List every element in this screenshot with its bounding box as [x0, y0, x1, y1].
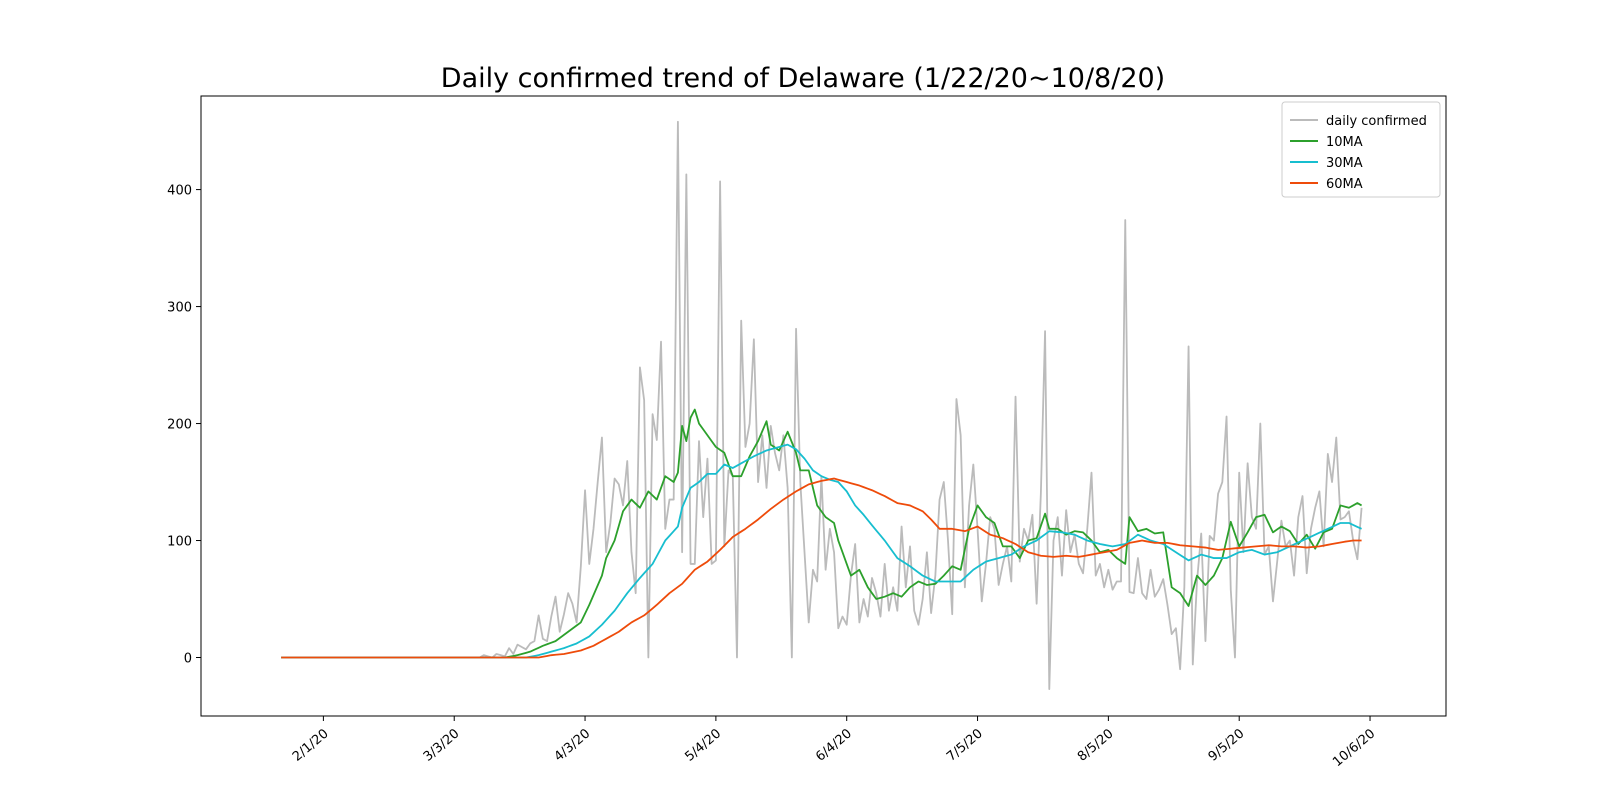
series-line-daily-confirmed: [281, 120, 1363, 690]
legend-box: [1281, 101, 1441, 198]
legend-label: 30MA: [1326, 156, 1363, 171]
x-tick-label: 9/5/20: [1206, 726, 1248, 764]
x-tick-label: 5/4/20: [682, 726, 724, 764]
x-axis: 2/1/20 3/3/20 4/3/20 5/4/20 6/4/20 7/5/20 8/5/…: [290, 716, 1378, 770]
y-tick-label: 400: [167, 184, 192, 199]
plot-frame: [200, 95, 1447, 717]
y-tick-label: 100: [167, 535, 192, 550]
x-tick-label: 4/3/20: [552, 726, 594, 764]
legend-label: 10MA: [1326, 135, 1363, 150]
y-axis: 0 100 200 300 400: [167, 184, 201, 667]
y-tick-label: 300: [167, 301, 192, 316]
x-tick-label: 2/1/20: [290, 726, 332, 764]
x-tick-label: 3/3/20: [421, 726, 463, 764]
y-tick-label: 200: [167, 418, 192, 433]
legend-label: daily confirmed: [1326, 114, 1427, 129]
x-tick-label: 8/5/20: [1075, 726, 1117, 764]
x-tick-label: 6/4/20: [813, 726, 855, 764]
series-group: [281, 120, 1363, 690]
y-tick-label: 0: [184, 652, 192, 667]
x-tick-label: 7/5/20: [944, 726, 986, 764]
legend-label: 60MA: [1326, 177, 1363, 192]
series-line-60ma: [281, 477, 1362, 659]
chart-title: Daily confirmed trend of Delaware (1/22/…: [441, 63, 1165, 94]
x-tick-label: 10/6/20: [1330, 726, 1378, 770]
legend: daily confirmed 10MA 30MA 60MA: [1281, 101, 1441, 198]
series-line-10ma: [281, 408, 1363, 659]
